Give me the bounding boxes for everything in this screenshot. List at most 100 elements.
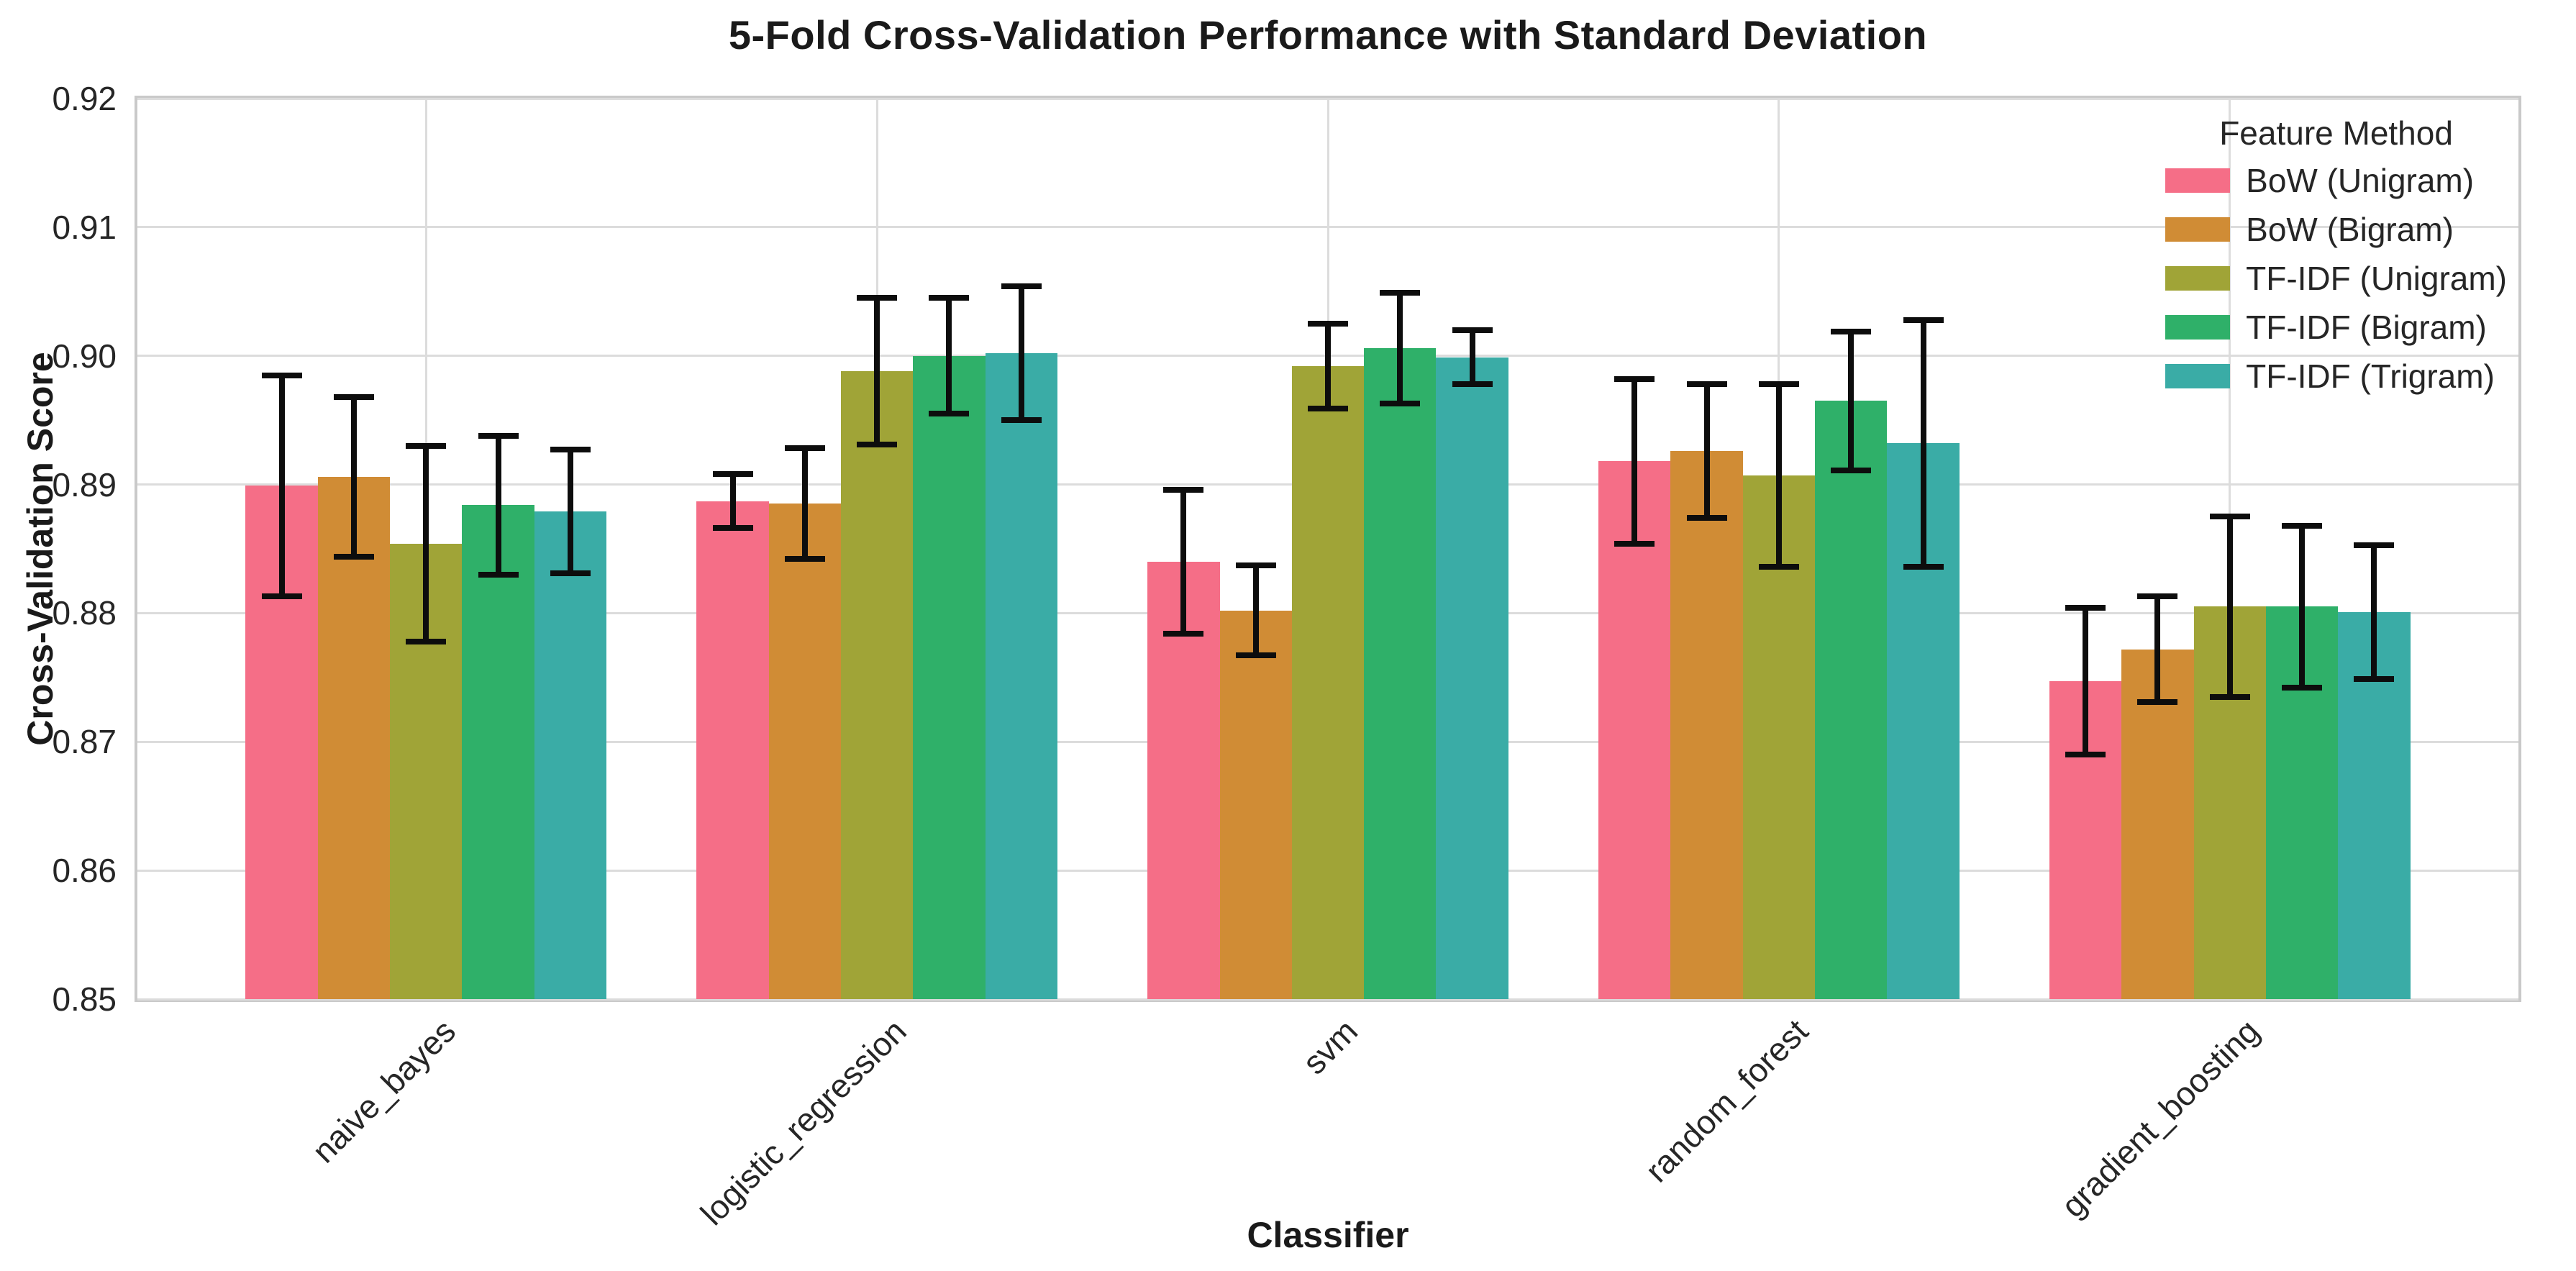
error-bar xyxy=(1469,329,1475,385)
error-bar-cap xyxy=(333,393,374,400)
legend-swatch xyxy=(2165,168,2231,193)
legend-swatch xyxy=(2165,364,2231,388)
error-bar-cap xyxy=(784,445,825,452)
error-bar-cap xyxy=(406,638,447,644)
error-bar-cap xyxy=(550,447,591,453)
horizontal-gridline xyxy=(137,998,2518,1001)
bar-svm-TF-IDF (Unigram) xyxy=(1291,366,1365,999)
bar-random_forest-BoW (Unigram) xyxy=(1598,461,1671,999)
legend-item-label: BoW (Unigram) xyxy=(2246,162,2475,199)
error-bar-cap xyxy=(857,442,898,448)
legend-item-label: TF-IDF (Trigram) xyxy=(2246,357,2495,395)
error-bar xyxy=(278,375,285,597)
error-bar-cap xyxy=(929,411,970,417)
y-tick-label: 0.85 xyxy=(52,980,117,1018)
error-bar xyxy=(1180,489,1187,634)
error-bar xyxy=(1775,384,1782,568)
error-bar-cap xyxy=(1380,290,1421,296)
error-bar-cap xyxy=(2137,698,2178,705)
error-bar xyxy=(729,474,736,529)
bar-logistic_regression-TF-IDF (Unigram) xyxy=(840,371,914,999)
error-bar xyxy=(2371,545,2377,679)
legend-item: TF-IDF (Bigram) xyxy=(2165,307,2507,347)
legend-item: TF-IDF (Trigram) xyxy=(2165,356,2507,396)
error-bar-cap xyxy=(712,471,753,478)
legend: Feature Method BoW (Unigram) BoW (Bigram)… xyxy=(2165,111,2507,405)
error-bar-cap xyxy=(2137,593,2178,600)
error-bar-cap xyxy=(2282,685,2323,691)
error-bar-cap xyxy=(1758,564,1799,570)
error-bar xyxy=(801,448,808,560)
error-bar xyxy=(874,298,880,445)
legend-item: BoW (Bigram) xyxy=(2165,209,2507,250)
bar-svm-TF-IDF (Bigram) xyxy=(1364,347,1437,999)
bar-svm-BoW (Bigram) xyxy=(1219,610,1292,999)
error-bar-cap xyxy=(1903,316,1944,323)
error-bar-cap xyxy=(1614,375,1655,382)
error-bar xyxy=(2154,596,2161,702)
bar-gradient_boosting-BoW (Bigram) xyxy=(2121,649,2194,999)
error-bar xyxy=(350,396,357,557)
bar-logistic_regression-TF-IDF (Bigram) xyxy=(913,355,986,999)
error-bar-cap xyxy=(1308,321,1348,327)
error-bar xyxy=(946,298,952,414)
legend-item-label: BoW (Bigram) xyxy=(2246,211,2454,248)
y-tick-label: 0.86 xyxy=(52,852,117,890)
plot-area: Feature Method BoW (Unigram) BoW (Bigram)… xyxy=(135,96,2521,1002)
bar-logistic_regression-BoW (Bigram) xyxy=(768,504,841,999)
error-bar xyxy=(1631,378,1638,544)
error-bar xyxy=(2083,608,2089,755)
error-bar-cap xyxy=(2065,605,2106,611)
error-bar-cap xyxy=(2354,542,2395,548)
error-bar-cap xyxy=(1308,406,1348,412)
legend-item-label: TF-IDF (Bigram) xyxy=(2246,309,2487,346)
y-axis-label: Cross-Validation Score xyxy=(20,352,60,746)
bar-logistic_regression-BoW (Unigram) xyxy=(696,501,769,999)
y-tick-label: 0.91 xyxy=(52,208,117,246)
error-bar-cap xyxy=(1163,631,1204,637)
legend-swatch xyxy=(2165,217,2231,242)
bar-naive_bayes-BoW (Bigram) xyxy=(317,476,391,999)
error-bar-cap xyxy=(1758,381,1799,388)
error-bar xyxy=(1703,384,1710,519)
legend-item-label: TF-IDF (Unigram) xyxy=(2246,260,2507,297)
error-bar-cap xyxy=(1452,327,1493,333)
bar-logistic_regression-TF-IDF (Trigram) xyxy=(985,353,1057,999)
error-bar-cap xyxy=(1686,515,1727,521)
error-bar-cap xyxy=(1831,467,1872,473)
x-tick-label: svm xyxy=(1295,1012,1365,1082)
error-bar-cap xyxy=(1235,562,1276,569)
error-bar-cap xyxy=(2209,693,2250,700)
error-bar-cap xyxy=(478,432,519,439)
error-bar xyxy=(1325,324,1331,409)
chart-title: 5-Fold Cross-Validation Performance with… xyxy=(728,12,1928,58)
error-bar-cap xyxy=(1614,540,1655,547)
x-tick-label: naive_bayes xyxy=(304,1012,463,1170)
y-tick-label: 0.88 xyxy=(52,594,117,632)
y-tick-label: 0.92 xyxy=(52,80,117,117)
legend-swatch xyxy=(2165,315,2231,340)
error-bar xyxy=(1018,286,1024,421)
error-bar-cap xyxy=(406,442,447,449)
error-bar-cap xyxy=(2065,752,2106,758)
error-bar-cap xyxy=(1001,283,1042,290)
error-bar xyxy=(1397,293,1403,404)
error-bar-cap xyxy=(1001,417,1042,424)
error-bar-cap xyxy=(2282,522,2323,529)
error-bar-cap xyxy=(1452,381,1493,388)
bar-naive_bayes-TF-IDF (Trigram) xyxy=(534,511,606,999)
y-tick-label: 0.90 xyxy=(52,337,117,375)
x-tick-label: gradient_boosting xyxy=(2054,1012,2267,1225)
error-bar-cap xyxy=(929,295,970,301)
error-bar xyxy=(1848,331,1854,470)
error-bar-cap xyxy=(261,593,302,600)
error-bar-cap xyxy=(1163,486,1204,493)
error-bar xyxy=(423,445,429,642)
error-bar-cap xyxy=(478,571,519,578)
error-bar-cap xyxy=(1235,652,1276,659)
bar-naive_bayes-TF-IDF (Bigram) xyxy=(462,505,534,999)
error-bar-cap xyxy=(1903,564,1944,570)
error-bar xyxy=(567,450,573,573)
error-bar-cap xyxy=(2354,675,2395,682)
